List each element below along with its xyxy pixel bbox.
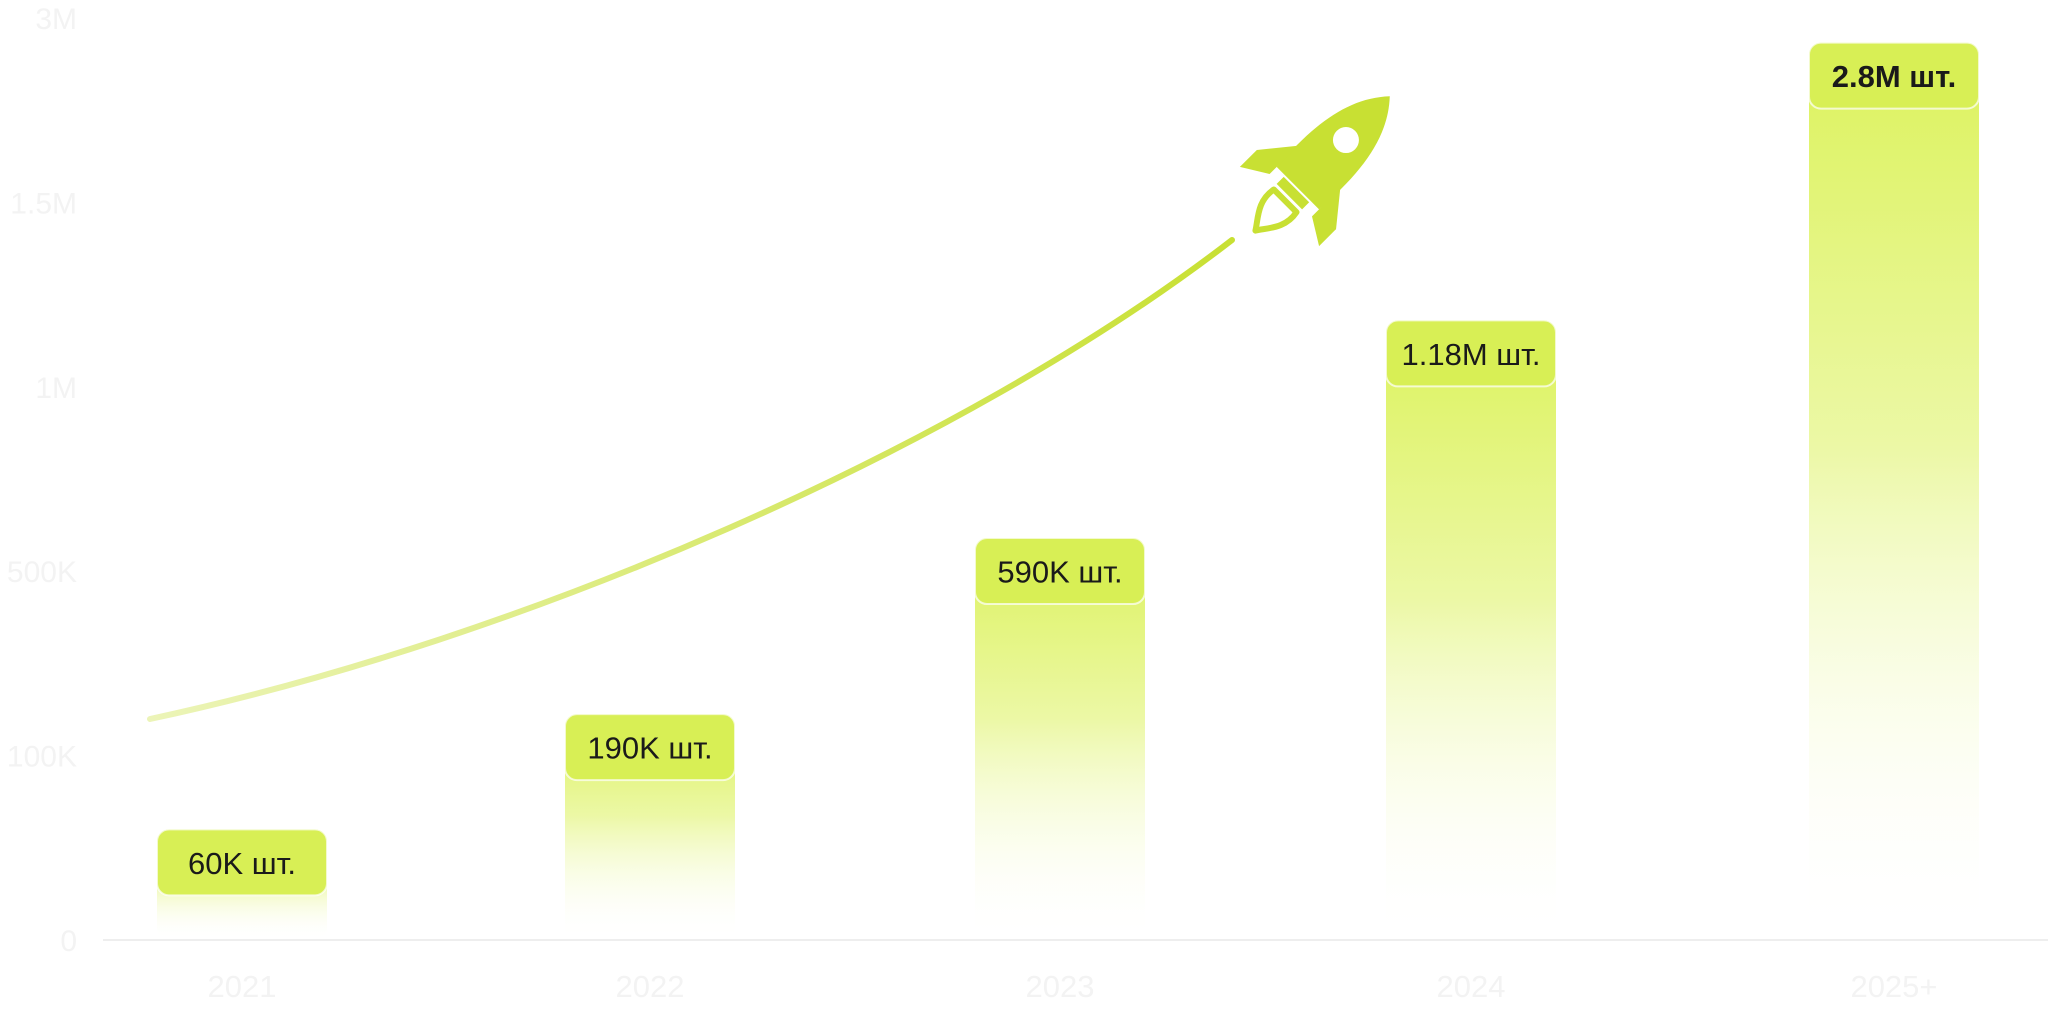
- data-labels: 60K шт. 190K шт. 590K шт. 1.18M шт. 2.8M шт.: [156, 41, 1980, 897]
- y-tick-label: 1M: [35, 372, 77, 405]
- data-label: 1.18M шт.: [1401, 337, 1540, 372]
- bar: [1386, 320, 1556, 940]
- x-tick-label: 2023: [1026, 969, 1095, 1004]
- x-tick-label: 2022: [616, 969, 685, 1004]
- rocket-icon: [1239, 96, 1390, 247]
- data-label-bg: [564, 713, 736, 782]
- data-label-bg: [1385, 319, 1557, 388]
- data-label-bg: [156, 828, 328, 897]
- x-tick-label: 2021: [208, 969, 277, 1004]
- data-label: 2.8M шт.: [1832, 59, 1956, 94]
- rocket-body: [1276, 96, 1390, 210]
- rocket-window: [1332, 127, 1359, 154]
- rocket-base: [1276, 176, 1310, 210]
- rocket-fin-right: [1312, 188, 1341, 247]
- x-tick-label: 2024: [1437, 969, 1506, 1004]
- data-label-bg: [1808, 41, 1980, 110]
- bar: [975, 538, 1145, 940]
- trend-line: [147, 237, 1235, 722]
- y-tick-label: 100K: [7, 741, 77, 774]
- y-tick-label: 1.5M: [10, 187, 77, 220]
- x-tick-label: 2025+: [1850, 969, 1937, 1004]
- x-axis-ticks: 2021 2022 2023 2024 2025+: [208, 969, 1938, 1004]
- data-label: 190K шт.: [587, 731, 712, 766]
- data-label: 590K шт.: [997, 555, 1122, 590]
- y-tick-label: 500K: [7, 556, 77, 589]
- bar: [1809, 42, 1979, 940]
- bars: [157, 42, 1979, 940]
- rocket-flame: [1252, 186, 1300, 234]
- rocket-fin-left: [1239, 145, 1298, 174]
- data-label-bg: [974, 537, 1146, 606]
- data-label: 60K шт.: [188, 846, 296, 881]
- y-tick-label: 3M: [35, 3, 77, 36]
- y-tick-label: 0: [60, 925, 77, 958]
- y-axis-ticks: 0 100K 500K 1M 1.5M 3M: [7, 3, 77, 958]
